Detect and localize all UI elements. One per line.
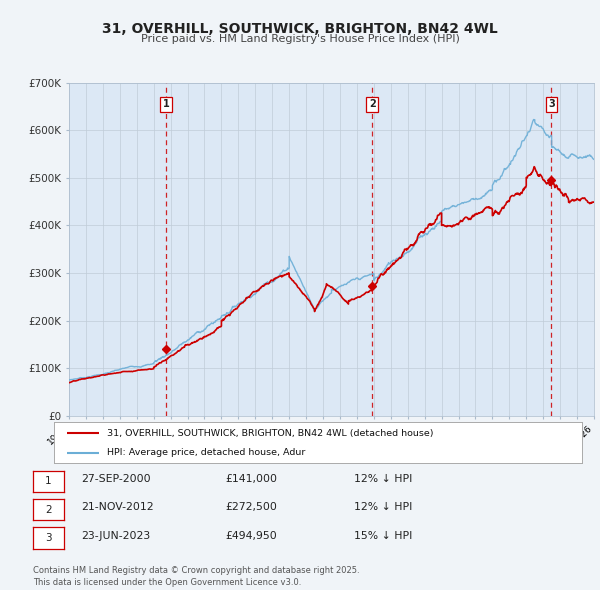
Text: 3: 3 <box>548 99 554 109</box>
Text: 27-SEP-2000: 27-SEP-2000 <box>81 474 151 484</box>
Text: Price paid vs. HM Land Registry's House Price Index (HPI): Price paid vs. HM Land Registry's House … <box>140 34 460 44</box>
Text: HPI: Average price, detached house, Adur: HPI: Average price, detached house, Adur <box>107 448 305 457</box>
Text: 2: 2 <box>369 99 376 109</box>
Text: 31, OVERHILL, SOUTHWICK, BRIGHTON, BN42 4WL: 31, OVERHILL, SOUTHWICK, BRIGHTON, BN42 … <box>102 22 498 36</box>
Text: 21-NOV-2012: 21-NOV-2012 <box>81 503 154 512</box>
Text: Contains HM Land Registry data © Crown copyright and database right 2025.
This d: Contains HM Land Registry data © Crown c… <box>33 566 359 587</box>
Text: 3: 3 <box>45 533 52 543</box>
Text: £272,500: £272,500 <box>225 503 277 512</box>
Text: 1: 1 <box>45 477 52 486</box>
Text: £141,000: £141,000 <box>225 474 277 484</box>
Text: 12% ↓ HPI: 12% ↓ HPI <box>354 503 412 512</box>
Text: 23-JUN-2023: 23-JUN-2023 <box>81 531 150 540</box>
Text: 15% ↓ HPI: 15% ↓ HPI <box>354 531 412 540</box>
Text: 31, OVERHILL, SOUTHWICK, BRIGHTON, BN42 4WL (detached house): 31, OVERHILL, SOUTHWICK, BRIGHTON, BN42 … <box>107 428 433 438</box>
Text: 2: 2 <box>45 505 52 514</box>
Text: 1: 1 <box>163 99 170 109</box>
Text: £494,950: £494,950 <box>225 531 277 540</box>
Text: 12% ↓ HPI: 12% ↓ HPI <box>354 474 412 484</box>
